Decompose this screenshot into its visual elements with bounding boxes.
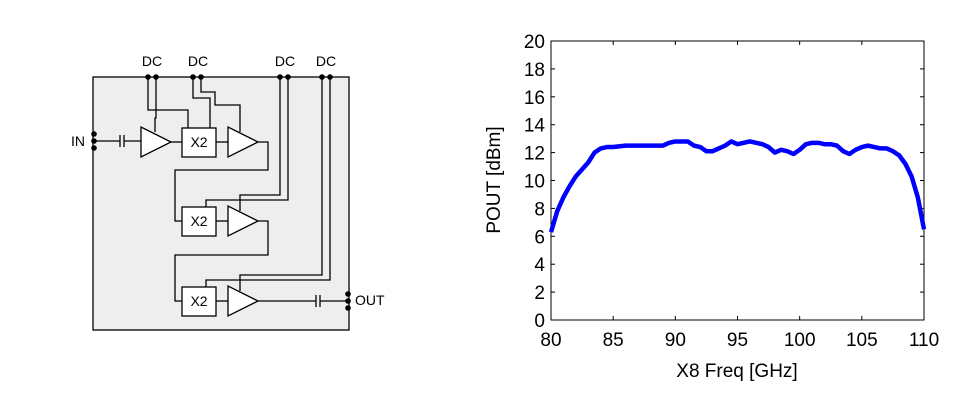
x-tick-label: 85	[603, 330, 624, 351]
y-tick-label: 0	[534, 311, 545, 332]
y-tick-label: 14	[524, 116, 546, 137]
y-axis-label: POUT [dBm]	[484, 126, 505, 233]
x-tick-label: 110	[909, 330, 939, 351]
y-tick-label: 10	[524, 172, 545, 193]
y-tick-label: 8	[534, 199, 545, 220]
data-line	[548, 139, 927, 233]
x-tick-label: 105	[846, 330, 878, 351]
x-tick-label: 80	[540, 330, 561, 351]
y-tick-label: 2	[534, 283, 545, 304]
y-tick-label: 16	[524, 88, 545, 109]
circuit-diagram: DC DC DC DC IN OUT X2 X2 X2	[71, 53, 385, 331]
y-tick-label: 4	[534, 255, 545, 276]
output-label: OUT	[355, 292, 385, 308]
y-tick-label: 20	[524, 32, 545, 53]
y-tick-label: 18	[524, 60, 545, 81]
x-tick-label: 95	[727, 330, 748, 351]
chip-outline	[92, 76, 350, 331]
block-label: X2	[190, 293, 207, 309]
block-label: X2	[190, 213, 207, 229]
chart: X8 Freq [GHz] POUT [dBm] 0 2 4 6 8 10 12 14 16 18…	[484, 32, 939, 382]
x-axis-label: X8 Freq [GHz]	[676, 361, 797, 382]
y-tick-label: 12	[524, 144, 545, 165]
y-tick-label: 6	[534, 227, 545, 248]
x-tick-label: 90	[665, 330, 686, 351]
block-label: X2	[190, 134, 207, 150]
plot-frame	[550, 40, 925, 321]
dc-label: DC	[275, 53, 295, 69]
dc-label: DC	[142, 53, 162, 69]
dc-label: DC	[188, 53, 208, 69]
dc-label: DC	[316, 53, 336, 69]
input-label: IN	[71, 133, 85, 149]
x-tick-label: 100	[784, 330, 816, 351]
